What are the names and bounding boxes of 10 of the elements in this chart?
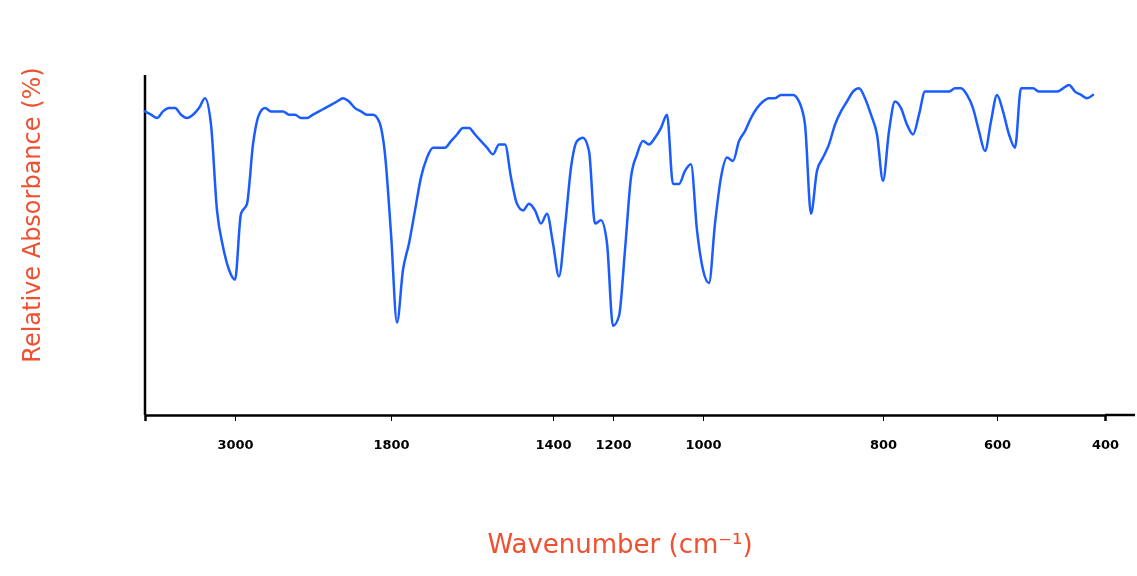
x-tick-label: 600 <box>983 436 1012 452</box>
x-tick-label: 3000 <box>217 436 254 452</box>
x-tick-label: 1200 <box>595 436 632 452</box>
x-tick-label: 1400 <box>535 436 572 452</box>
y-axis-title: Relative Absorbance (%) <box>18 67 46 363</box>
x-tick-label: 800 <box>869 436 898 452</box>
x-tick-label: 1800 <box>373 436 410 452</box>
x-axis-title: Wavenumber (cm⁻¹) <box>487 529 753 559</box>
x-tick-label: 400 <box>1091 436 1120 452</box>
x-tick-label: 1000 <box>685 436 722 452</box>
